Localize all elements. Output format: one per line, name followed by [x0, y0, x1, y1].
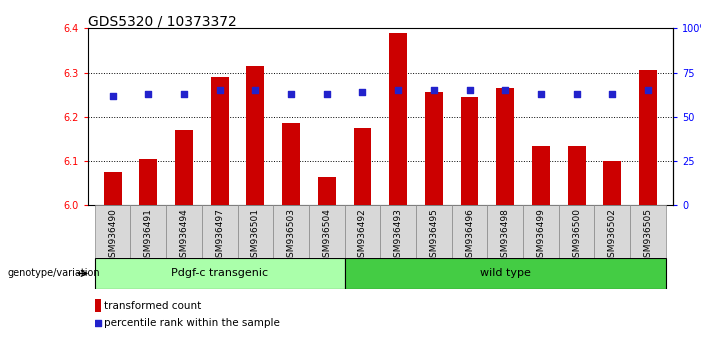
Bar	[318, 177, 336, 205]
Point	[428, 87, 440, 93]
Bar	[425, 92, 443, 205]
Point	[93, 320, 104, 326]
Bar	[345, 258, 666, 289]
Bar	[532, 145, 550, 205]
Bar	[594, 205, 630, 258]
Point	[357, 89, 368, 95]
Bar	[451, 205, 487, 258]
Bar	[273, 205, 309, 258]
Text: GSM936492: GSM936492	[358, 208, 367, 263]
Point	[464, 87, 475, 93]
Text: percentile rank within the sample: percentile rank within the sample	[104, 318, 280, 328]
Bar	[139, 159, 157, 205]
Bar	[166, 205, 202, 258]
Bar	[95, 205, 130, 258]
Bar	[496, 88, 514, 205]
Bar	[345, 205, 380, 258]
Point	[285, 91, 297, 97]
Bar	[639, 70, 657, 205]
Text: GSM936493: GSM936493	[394, 208, 402, 263]
Point	[606, 91, 618, 97]
Bar	[604, 161, 621, 205]
Bar	[104, 172, 121, 205]
Text: GSM936497: GSM936497	[215, 208, 224, 263]
Text: GSM936502: GSM936502	[608, 208, 617, 263]
Text: GSM936499: GSM936499	[536, 208, 545, 263]
Text: genotype/variation: genotype/variation	[7, 268, 100, 278]
Bar	[95, 258, 345, 289]
Bar	[211, 77, 229, 205]
Text: GSM936490: GSM936490	[108, 208, 117, 263]
Point	[250, 87, 261, 93]
Text: wild type: wild type	[479, 268, 531, 279]
Bar	[380, 205, 416, 258]
Point	[500, 87, 511, 93]
Bar	[461, 97, 479, 205]
Text: transformed count: transformed count	[104, 301, 202, 310]
Point	[178, 91, 189, 97]
Point	[642, 87, 653, 93]
Bar	[487, 205, 523, 258]
Text: GSM936491: GSM936491	[144, 208, 153, 263]
Bar	[353, 128, 372, 205]
Bar	[309, 205, 345, 258]
Text: GSM936496: GSM936496	[465, 208, 474, 263]
Bar	[282, 124, 300, 205]
Point	[107, 93, 118, 98]
Bar	[389, 33, 407, 205]
Text: GSM936504: GSM936504	[322, 208, 332, 263]
Text: GSM936505: GSM936505	[644, 208, 653, 263]
Point	[321, 91, 332, 97]
Bar	[247, 66, 264, 205]
Bar	[238, 205, 273, 258]
Text: GSM936501: GSM936501	[251, 208, 260, 263]
Text: GSM936494: GSM936494	[179, 208, 189, 263]
Bar	[630, 205, 666, 258]
Point	[214, 87, 225, 93]
Text: Pdgf-c transgenic: Pdgf-c transgenic	[171, 268, 268, 279]
Point	[571, 91, 583, 97]
Bar	[559, 205, 594, 258]
Bar	[416, 205, 451, 258]
Point	[143, 91, 154, 97]
Point	[536, 91, 547, 97]
Bar	[175, 130, 193, 205]
Text: GSM936500: GSM936500	[572, 208, 581, 263]
Bar	[523, 205, 559, 258]
Text: GDS5320 / 10373372: GDS5320 / 10373372	[88, 14, 236, 28]
Text: GSM936503: GSM936503	[287, 208, 296, 263]
Text: GSM936498: GSM936498	[501, 208, 510, 263]
Bar	[568, 145, 585, 205]
Bar	[202, 205, 238, 258]
Point	[393, 87, 404, 93]
Bar	[95, 299, 101, 312]
Text: GSM936495: GSM936495	[429, 208, 438, 263]
Bar	[130, 205, 166, 258]
